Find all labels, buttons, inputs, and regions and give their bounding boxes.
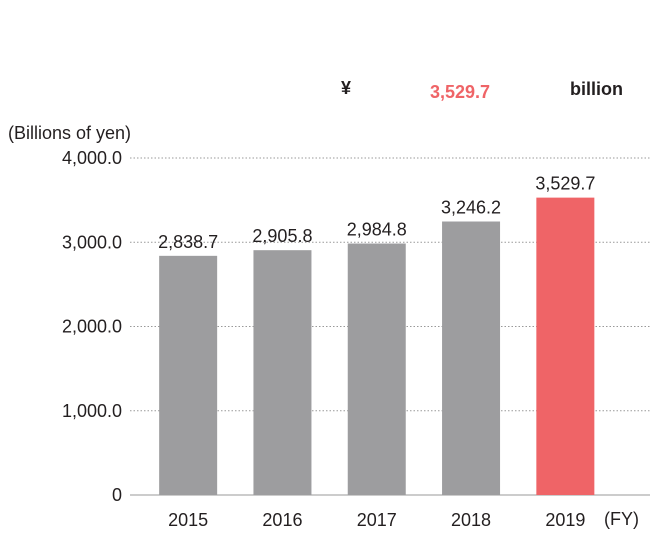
y-tick-label: 3,000.0 [62,232,122,252]
headline-prefix: ¥ [341,78,351,98]
value-label: 2,984.8 [347,220,407,240]
value-label: 2,838.7 [158,232,218,252]
x-tick-label: 2018 [451,510,491,530]
bar [253,250,312,495]
y-tick-label: 4,000.0 [62,148,122,168]
x-tick-label: 2017 [357,510,397,530]
bar [442,221,501,496]
x-tick-label: 2016 [262,510,302,530]
headline-suffix: billion [570,79,623,99]
bar [159,255,218,495]
headline-value: 3,529.7 [430,82,490,102]
y-tick-label: 2,000.0 [62,317,122,337]
x-axis-label: (FY) [604,509,639,529]
x-tick-label: 2019 [545,510,585,530]
x-tick-label: 2015 [168,510,208,530]
y-axis-label: (Billions of yen) [8,123,131,143]
value-label: 3,246.2 [441,198,501,218]
y-tick-label: 1,000.0 [62,401,122,421]
value-label: 2,905.8 [252,226,312,246]
y-tick-label: 0 [112,485,122,505]
value-label: 3,529.7 [535,174,595,194]
bar [347,243,406,495]
bar [536,197,595,495]
